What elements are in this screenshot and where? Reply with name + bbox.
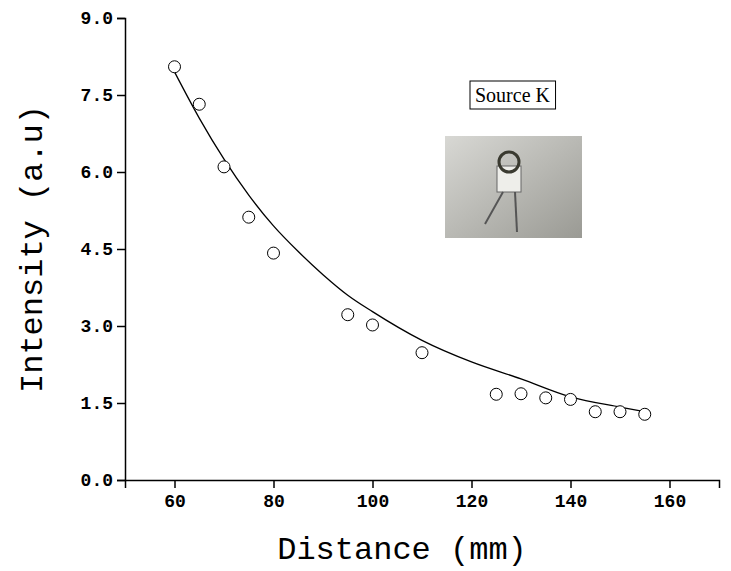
x-tick-mark xyxy=(372,480,374,488)
y-axis: 0.0 1.5 3.0 4.5 6.0 7.5 9.0 xyxy=(81,9,126,491)
data-point xyxy=(540,392,552,404)
fit-line xyxy=(175,72,645,412)
x-tick-label: 100 xyxy=(357,492,389,512)
data-point xyxy=(490,388,502,400)
x-tick-mark xyxy=(174,480,176,488)
y-tick-mark xyxy=(117,172,125,174)
y-axis-title: Intensity (a.u) xyxy=(15,105,52,393)
y-tick-mark xyxy=(117,326,125,328)
y-tick: 9.0 xyxy=(81,9,125,29)
x-tick-label: 60 xyxy=(164,492,186,512)
data-point xyxy=(589,406,601,418)
photo-body xyxy=(497,166,521,192)
y-tick: 6.0 xyxy=(81,163,125,183)
y-tick: 4.5 xyxy=(81,240,125,260)
inset-photo xyxy=(445,136,582,238)
data-point xyxy=(367,319,379,331)
data-point xyxy=(515,388,527,400)
y-tick-label: 9.0 xyxy=(81,9,113,29)
photo-lead xyxy=(515,192,517,232)
y-tick: 3.0 xyxy=(81,317,125,337)
x-tick-mark xyxy=(273,480,275,488)
y-tick: 1.5 xyxy=(81,394,125,414)
x-tick: 160 xyxy=(654,480,686,512)
x-tick-mark xyxy=(669,480,671,488)
y-tick-label: 7.5 xyxy=(81,86,113,106)
data-point xyxy=(243,211,255,223)
x-tick: 120 xyxy=(456,480,488,512)
data-point xyxy=(565,393,577,405)
photo-background xyxy=(445,136,582,238)
x-tick-mark xyxy=(570,480,572,488)
x-axis-title: Distance (mm) xyxy=(277,532,527,569)
x-tick: 140 xyxy=(555,480,587,512)
data-point xyxy=(193,98,205,110)
annotation: Source K xyxy=(470,81,556,109)
data-point xyxy=(639,408,651,420)
photo-lead xyxy=(485,192,503,224)
x-tick-label: 80 xyxy=(263,492,285,512)
annotation-text: Source K xyxy=(475,84,551,106)
data-point xyxy=(342,309,354,321)
x-tick: 60 xyxy=(164,480,186,512)
y-tick-mark xyxy=(117,480,125,482)
y-tick-mark xyxy=(117,18,125,20)
y-tick-label: 3.0 xyxy=(81,317,113,337)
y-tick-label: 1.5 xyxy=(81,394,113,414)
x-tick-label: 140 xyxy=(555,492,587,512)
x-tick-mark xyxy=(471,480,473,488)
x-tick-label: 120 xyxy=(456,492,488,512)
annotation-box xyxy=(470,81,556,109)
x-tick-label: 160 xyxy=(654,492,686,512)
data-point xyxy=(268,247,280,259)
x-tick: 100 xyxy=(357,480,389,512)
y-tick-mark xyxy=(117,95,125,97)
y-tick: 7.5 xyxy=(81,86,125,106)
y-tick-mark xyxy=(117,403,125,405)
y-tick-label: 0.0 xyxy=(81,471,113,491)
data-point xyxy=(614,406,626,418)
x-tick: 80 xyxy=(263,480,285,512)
data-point xyxy=(416,347,428,359)
x-axis: 60 80 100 120 140 160 xyxy=(126,480,720,512)
marks xyxy=(169,61,651,421)
y-tick-mark xyxy=(117,249,125,251)
data-point xyxy=(169,61,181,73)
x-axis-line xyxy=(126,481,720,489)
plot: 60 80 100 120 140 160 0.0 1.5 3.0 4.5 6.0 7.5 9.0 Sou… xyxy=(81,9,720,512)
photo-ring xyxy=(499,152,519,172)
data-point xyxy=(218,161,230,173)
y-tick: 0.0 xyxy=(81,471,125,491)
y-tick-label: 6.0 xyxy=(81,163,113,183)
chart: 60 80 100 120 140 160 0.0 1.5 3.0 4.5 6.0 7.5 9.0 Sou… xyxy=(0,0,731,571)
y-tick-label: 4.5 xyxy=(81,240,113,260)
y-axis-line xyxy=(117,19,126,481)
